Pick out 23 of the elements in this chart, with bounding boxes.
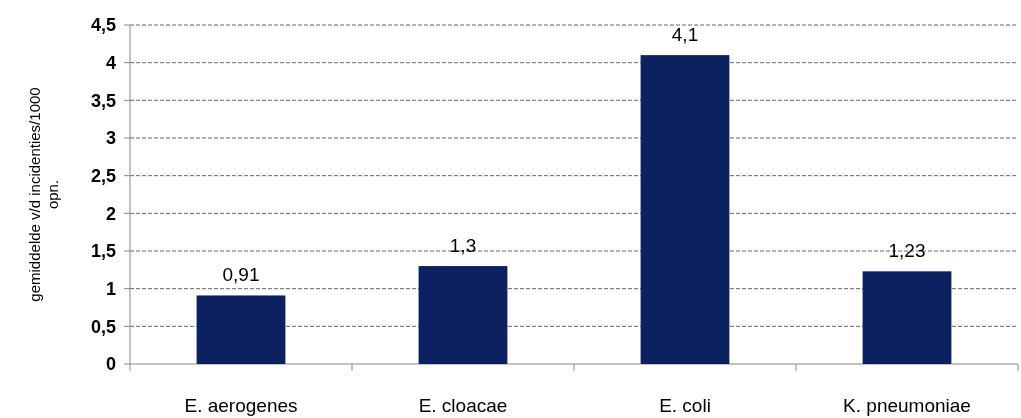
bar [862, 271, 952, 364]
x-tick-label: E. aerogenes [184, 395, 298, 416]
data-label: 4,1 [671, 24, 699, 46]
x-tick-label: E. coli [659, 395, 711, 416]
bar [640, 55, 730, 364]
x-tick-label: E. cloacae [418, 395, 508, 416]
bar [418, 266, 508, 364]
y-tick-label: 4,5 [90, 15, 116, 36]
data-label: 1,3 [449, 235, 477, 257]
y-tick-label: 1,5 [90, 241, 116, 262]
y-tick-label: 4 [105, 52, 116, 73]
y-tick-label: 3 [105, 128, 116, 149]
y-tick-label: 0 [105, 354, 116, 375]
y-tick-label: 1 [105, 278, 116, 299]
y-tick-label: 3,5 [90, 90, 116, 111]
bar [196, 295, 286, 364]
x-tick-label: K. pneumoniae [843, 395, 971, 416]
y-tick-label: 2 [105, 203, 116, 224]
y-axis-title: gemiddelde v/d incidenties/1000 opn. [26, 87, 61, 302]
y-tick-label: 2,5 [90, 165, 116, 186]
data-label: 1,23 [888, 240, 926, 262]
data-label: 0,91 [222, 264, 260, 286]
y-tick-label: 0,5 [90, 316, 116, 337]
